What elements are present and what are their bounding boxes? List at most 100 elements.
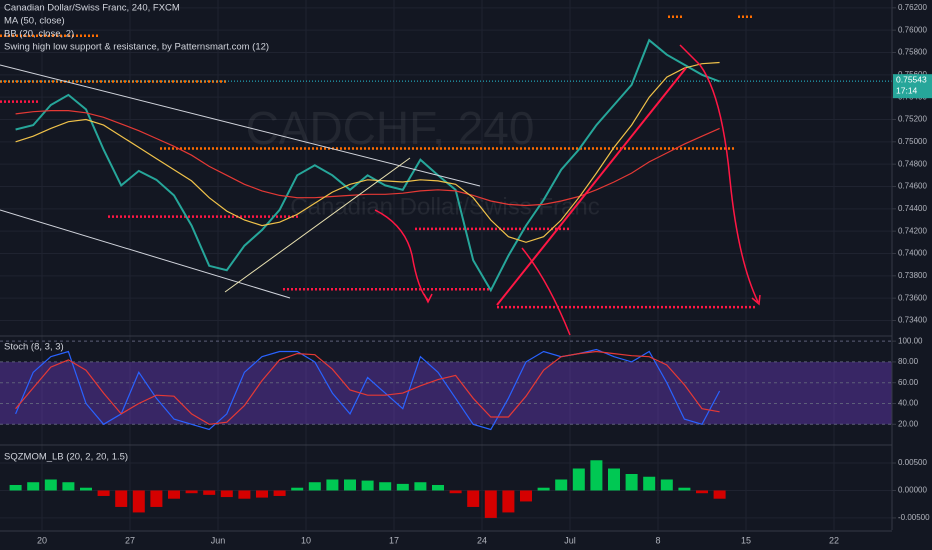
- y-tick-label: 0.75800: [898, 48, 927, 57]
- bar: [537, 487, 550, 491]
- series-line: [15, 38, 720, 293]
- y-tick-label: 0.76200: [898, 3, 927, 12]
- bar: [308, 482, 321, 491]
- bar: [590, 460, 603, 491]
- x-tick-label: 15: [741, 535, 751, 545]
- arrow-head: [423, 293, 433, 304]
- bar: [115, 490, 128, 507]
- y-tick-label: 0.73800: [898, 271, 927, 280]
- series-line: [15, 61, 720, 243]
- bar: [344, 479, 356, 491]
- bar: [572, 468, 585, 491]
- bar: [326, 479, 339, 491]
- bar: [625, 474, 638, 491]
- y-tick-label: -0.00500: [898, 513, 930, 522]
- y-tick-label: 0.74200: [898, 226, 927, 235]
- watermark: CADCHF, 240: [246, 102, 535, 154]
- axes: 20 27 Jun 10 17 24 Jul 8 15 22 0.73400 0.73600 0.738…: [37, 3, 932, 545]
- bar: [168, 490, 180, 499]
- y-tick-label: 0.00500: [898, 458, 927, 467]
- bar: [643, 476, 656, 491]
- bar: [291, 487, 304, 491]
- bar: [502, 490, 515, 513]
- x-tick-label: 22: [829, 535, 839, 545]
- bar: [555, 479, 568, 491]
- y-tick-label: 0.73600: [898, 293, 927, 302]
- y-tick-label: 60.00: [898, 378, 919, 387]
- x-tick-label: 17: [389, 535, 399, 545]
- y-tick-label: 0.74600: [898, 182, 927, 191]
- drawings: [0, 44, 761, 336]
- bar: [27, 482, 40, 491]
- bar: [203, 490, 216, 495]
- channel-line: [0, 209, 291, 299]
- legend-entry: MA (50, close): [4, 16, 65, 27]
- bar: [484, 490, 497, 518]
- trend-line: [496, 67, 687, 306]
- bar: [273, 490, 286, 496]
- bar: [361, 480, 374, 491]
- bar: [678, 487, 691, 491]
- series-line: [15, 110, 720, 207]
- grid: [0, 0, 932, 532]
- trend-line: [224, 157, 411, 293]
- legend-entry: Swing high low support & resistance, by …: [4, 42, 269, 53]
- bar: [467, 490, 480, 507]
- bar: [132, 490, 145, 513]
- x-tick-label: 24: [477, 535, 487, 545]
- y-tick-label: 0.74000: [898, 249, 927, 258]
- x-tick-label: Jun: [211, 535, 226, 545]
- bar: [449, 490, 462, 494]
- bar: [379, 482, 392, 491]
- watermark-subtitle: Canadian Dollar/Swiss Franc: [290, 193, 599, 220]
- bar: [9, 484, 22, 491]
- y-tick-label: 40.00: [898, 399, 919, 408]
- y-tick-label: 80.00: [898, 357, 919, 366]
- countdown: 17:14: [896, 85, 918, 95]
- bar: [608, 468, 620, 491]
- y-tick-label: 0.75000: [898, 137, 927, 146]
- arrow-head: [751, 294, 761, 306]
- projection-arrow: [679, 44, 759, 303]
- series-line: [15, 350, 720, 425]
- chart-title: Canadian Dollar/Swiss Franc, 240, FXCM: [4, 3, 180, 14]
- band: [0, 361, 892, 425]
- bar: [414, 482, 427, 491]
- panel-title: Stoch (8, 3, 3): [4, 342, 64, 353]
- marks: [0, 15, 892, 518]
- bar: [150, 490, 163, 507]
- projection-arrow: [374, 209, 429, 301]
- y-tick-label: 0.00000: [898, 486, 927, 495]
- panel-title: SQZMOM_LB (20, 2, 20, 1.5): [4, 452, 128, 463]
- bar: [520, 490, 532, 502]
- y-tick-label: 0.76000: [898, 25, 927, 34]
- x-tick-label: 20: [37, 535, 47, 545]
- x-tick-label: 27: [125, 535, 135, 545]
- y-tick-label: 0.74800: [898, 159, 927, 168]
- bar: [220, 490, 233, 498]
- x-tick-label: 10: [301, 535, 311, 545]
- bar: [62, 482, 75, 491]
- last-price-label: 0.75543: [896, 74, 927, 84]
- bar: [713, 490, 726, 499]
- bar: [256, 490, 268, 498]
- y-tick-label: 100.00: [898, 336, 923, 345]
- bar: [696, 490, 708, 494]
- bar: [432, 484, 444, 491]
- last-price-box: [893, 74, 932, 99]
- y-tick-label: 20.00: [898, 419, 919, 428]
- bar: [238, 490, 251, 499]
- bar: [97, 490, 110, 496]
- bar: [660, 479, 673, 491]
- x-tick-label: Jul: [564, 535, 576, 545]
- bar: [185, 490, 198, 494]
- projection-arrow: [521, 247, 571, 336]
- bar: [396, 483, 409, 491]
- y-tick-label: 0.74400: [898, 204, 927, 213]
- bar: [44, 479, 57, 491]
- legend-entry: BB (20, close, 2): [4, 29, 74, 40]
- x-tick-label: 8: [655, 535, 660, 545]
- y-tick-label: 0.73400: [898, 316, 927, 325]
